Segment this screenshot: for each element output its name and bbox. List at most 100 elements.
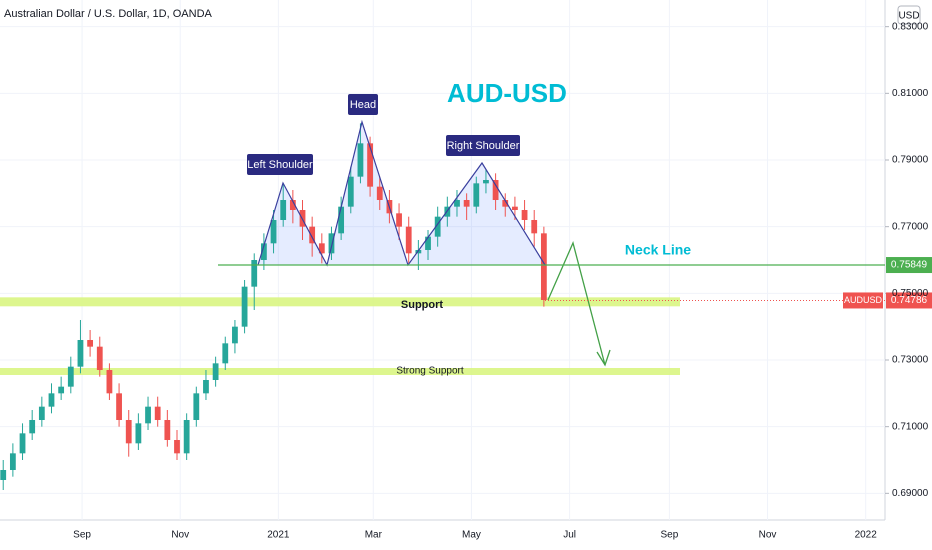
left-shoulder-label: Left Shoulder — [247, 159, 313, 171]
candle-body — [483, 180, 489, 184]
candle-body — [241, 286, 248, 327]
bands — [0, 297, 680, 375]
candle-body — [203, 380, 209, 394]
candle-body — [540, 233, 547, 300]
head-shoulders-line — [257, 119, 546, 267]
label-box — [348, 94, 378, 115]
candle-body — [289, 200, 296, 210]
y-tick-label: 0.83000 — [892, 21, 929, 32]
candle-body — [154, 406, 161, 420]
y-tick-label: 0.81000 — [892, 88, 929, 99]
candle-body — [454, 200, 460, 207]
candle-body — [251, 260, 258, 287]
overlay — [218, 257, 932, 309]
head-label: Head — [350, 99, 376, 111]
candle-body — [58, 386, 65, 394]
candle-body — [135, 423, 142, 444]
x-tick-label: May — [462, 530, 481, 541]
candle-body — [531, 220, 538, 234]
candle-body — [270, 220, 277, 244]
y-tick-label: 0.75000 — [892, 288, 929, 299]
candle-body — [367, 143, 373, 187]
candle-body — [405, 226, 412, 254]
candle-body — [145, 406, 151, 424]
candle-body — [116, 393, 122, 420]
right-shoulder-label: Right Shoulder — [447, 140, 520, 152]
last-price-box — [886, 292, 932, 309]
candle-body — [512, 206, 518, 210]
candle-body — [338, 206, 345, 234]
candle-body — [396, 213, 402, 227]
candle-body — [96, 346, 103, 370]
x-tick-label: Mar — [365, 530, 383, 541]
currency-label[interactable]: USD — [898, 11, 919, 22]
candle-body — [77, 340, 84, 367]
candle-body — [347, 176, 354, 207]
candle-body — [222, 343, 229, 364]
candle-body — [87, 340, 94, 347]
x-tick-label: Nov — [171, 530, 189, 541]
x-tick-label: Sep — [73, 530, 91, 541]
x-tick-label: Sep — [660, 530, 678, 541]
label-box — [247, 154, 313, 175]
symbol-label: AUDUSD — [844, 295, 883, 305]
candle-body — [9, 453, 16, 470]
candle-body — [473, 183, 480, 207]
neck-price-box — [886, 257, 932, 274]
y-tick-label: 0.73000 — [892, 355, 929, 366]
candle-body — [376, 186, 383, 200]
heading: AUD-USD — [447, 78, 567, 108]
projection-arrow — [547, 241, 606, 366]
support-band — [0, 368, 680, 375]
grid — [0, 0, 889, 520]
x-tick-label: 2021 — [267, 530, 290, 541]
y-tick-label: 0.69000 — [892, 488, 929, 499]
candle-body — [67, 366, 74, 387]
last-price-label: 0.74786 — [891, 295, 928, 306]
currency-button[interactable] — [897, 5, 921, 25]
neck-price-label: 0.75849 — [891, 260, 928, 271]
candle-body — [309, 226, 316, 244]
candle-body — [212, 363, 219, 380]
label-box — [446, 135, 520, 156]
symbol-box — [843, 292, 883, 309]
x-tick-label: Jul — [563, 530, 576, 541]
candles — [0, 123, 547, 490]
arrow-head — [596, 349, 611, 367]
pattern-fill — [258, 122, 545, 265]
candle-body — [328, 233, 335, 254]
x-tick-label: Nov — [759, 530, 777, 541]
support-label: Support — [401, 299, 443, 311]
candle-body — [48, 393, 55, 407]
candle-body — [125, 420, 132, 444]
candle-body — [434, 216, 441, 237]
candle-body — [280, 200, 287, 220]
y-tick-label: 0.71000 — [892, 421, 929, 432]
candle-body — [232, 326, 238, 344]
neck-line-label: Neck Line — [625, 242, 691, 258]
candle-body — [38, 406, 45, 420]
candle-body — [193, 393, 200, 420]
candle-body — [357, 143, 364, 177]
support-band — [0, 297, 680, 307]
chart-title: Australian Dollar / U.S. Dollar, 1D, OAN… — [4, 8, 213, 20]
candle-body — [425, 236, 431, 250]
candle-body — [29, 420, 36, 434]
x-tick-label: 2022 — [855, 530, 878, 541]
candle-body — [521, 210, 528, 220]
candle-body — [183, 420, 190, 454]
candle-body — [463, 200, 470, 207]
candle-body — [19, 433, 26, 454]
candle-body — [492, 180, 499, 200]
y-tick-label: 0.77000 — [892, 221, 929, 232]
candle-body — [174, 440, 180, 454]
candle-body — [0, 470, 7, 480]
y-tick-label: 0.79000 — [892, 155, 929, 166]
candle-body — [106, 370, 113, 394]
candle-body — [318, 243, 325, 254]
strong-support-label: Strong Support — [396, 366, 463, 377]
candle-body — [260, 243, 267, 260]
candle-body — [502, 200, 509, 207]
